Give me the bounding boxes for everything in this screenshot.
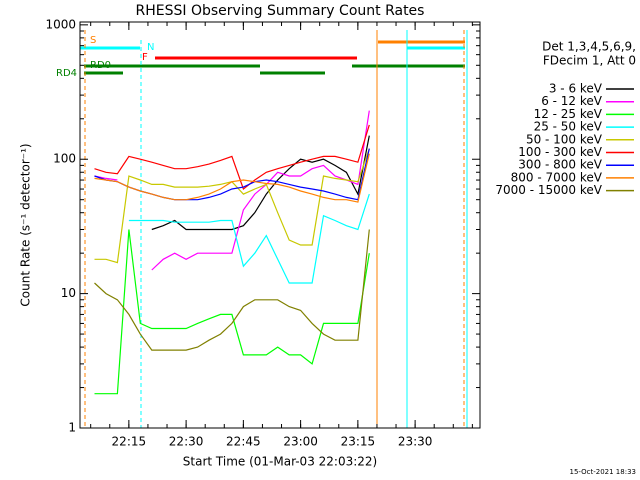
legend-label: 100 - 300 keV bbox=[518, 145, 602, 159]
y-tick-label: 1 bbox=[68, 421, 76, 435]
flag-label: F bbox=[142, 52, 148, 63]
flag-label: S bbox=[90, 35, 96, 46]
legend-title: FDecim 1, Att 0 bbox=[543, 54, 636, 68]
x-tick-label: 23:00 bbox=[283, 435, 318, 449]
flag-label: RD0 bbox=[90, 60, 111, 71]
series-line bbox=[94, 148, 370, 264]
footer: 15-Oct-2021 18:33 bbox=[570, 468, 636, 476]
legend-label: 7000 - 15000 keV bbox=[495, 183, 602, 197]
series-line bbox=[94, 110, 370, 271]
y-tick-label: 100 bbox=[53, 152, 76, 166]
plot-frame bbox=[79, 21, 481, 429]
y-tick-label: 1000 bbox=[45, 17, 76, 31]
x-axis-label: Start Time (01-Mar-03 22:03:22) bbox=[183, 455, 377, 469]
y-axis-label: Count Rate (s⁻¹ detector⁻¹) bbox=[19, 143, 33, 306]
x-tick-label: 23:30 bbox=[398, 435, 433, 449]
flag-label: N bbox=[147, 42, 154, 53]
chart-title: RHESSI Observing Summary Count Rates bbox=[136, 3, 425, 19]
legend-label: 3 - 6 keV bbox=[549, 82, 603, 96]
x-tick-label: 22:15 bbox=[112, 435, 147, 449]
legend-label: 25 - 50 keV bbox=[534, 120, 603, 134]
legend-label: 800 - 7000 keV bbox=[511, 170, 603, 184]
series-line bbox=[94, 124, 370, 190]
status-bars bbox=[80, 40, 465, 75]
status-markers bbox=[84, 30, 468, 428]
legend-label: 12 - 25 keV bbox=[534, 107, 603, 121]
y-tick-label: 10 bbox=[61, 286, 76, 300]
x-tick-label: 22:45 bbox=[226, 435, 261, 449]
series-line bbox=[94, 229, 370, 395]
series-line bbox=[94, 153, 370, 203]
legend-title: Det 1,3,4,5,6,9, bbox=[542, 40, 636, 54]
flag-label: RD4 bbox=[56, 68, 77, 79]
series-line bbox=[94, 229, 370, 351]
legend-label: 50 - 100 keV bbox=[526, 132, 603, 146]
series-line bbox=[151, 135, 370, 231]
x-tick-label: 22:30 bbox=[169, 435, 204, 449]
series-line bbox=[128, 193, 370, 284]
x-tick-label: 23:15 bbox=[341, 435, 376, 449]
legend-label: 300 - 800 keV bbox=[518, 158, 602, 172]
legend-label: 6 - 12 keV bbox=[541, 94, 603, 108]
